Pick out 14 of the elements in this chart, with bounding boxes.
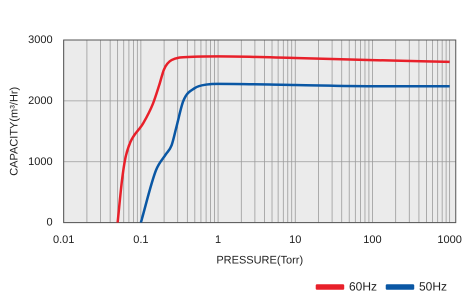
x-tick-label: 1 <box>214 234 222 246</box>
x-axis-title: PRESSURE(Torr) <box>216 254 304 266</box>
y-axis-title: CAPACITY(m³/Hr) <box>8 86 21 176</box>
y-tick-label: 1000 <box>28 156 53 168</box>
legend-label: 50Hz <box>418 279 447 294</box>
y-tick-label: 2000 <box>28 94 53 107</box>
x-tick-label: 100 <box>363 234 382 246</box>
y-tick-label: 3000 <box>28 34 53 46</box>
x-tick-label: 0.1 <box>133 234 149 246</box>
x-tick-label: 10 <box>289 234 302 246</box>
y-tick-label: 0 <box>46 216 53 229</box>
x-tick-label: 1000 <box>437 234 462 246</box>
x-tick-label: 0.01 <box>52 234 74 246</box>
legend-label: 60Hz <box>348 279 377 294</box>
